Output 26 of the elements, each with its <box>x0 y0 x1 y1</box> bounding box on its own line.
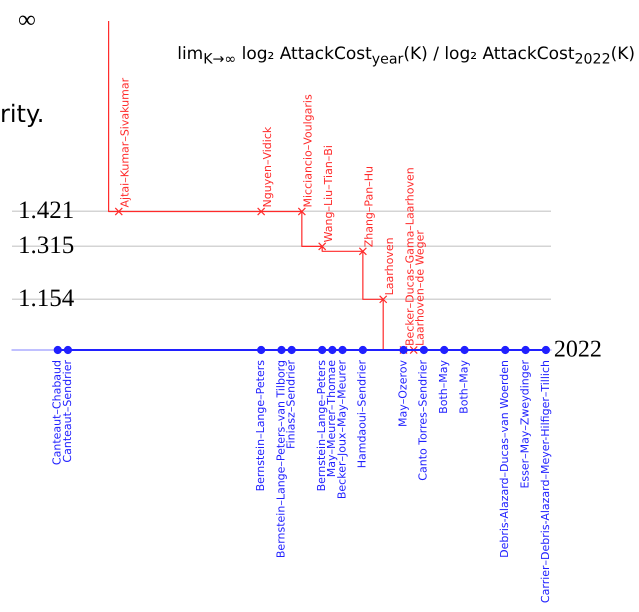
data-label: Esser–May–Zweydinger <box>518 360 532 489</box>
data-label: Both–May <box>457 360 470 414</box>
data-label: Ajtai–Kumar–Sivakumar <box>118 77 132 208</box>
data-label: Bernstein–Lange–Peters <box>254 360 268 492</box>
data-label: Carrier–Debris-Alazard–Meyer-Hilfiger–Tillich <box>538 360 552 604</box>
data-label: Laarhoven–de Weger <box>414 230 427 346</box>
data-label: Finiasz–Sendrier <box>284 360 298 449</box>
data-label: Both–May <box>437 360 450 414</box>
data-label: Debris-Alazard–Ducas–van Woerden <box>498 360 512 558</box>
y-tick-label: ∞ <box>18 6 36 34</box>
data-label: Bernstein–Lange–Peters–van Tilborg <box>274 360 288 558</box>
data-label: Hamdaoui–Sendrier <box>356 360 369 468</box>
data-label: Canto Torres–Sendrier <box>416 360 430 481</box>
series-label: 2022 <box>554 336 602 362</box>
data-label: Zhang–Pan–Hu <box>362 166 376 248</box>
data-label: Micciancio–Voulgaris <box>302 94 315 208</box>
data-label: Laarhoven <box>383 237 396 296</box>
data-label: May–Ozerov <box>396 360 410 427</box>
y-tick-label: 1.421 <box>18 197 74 224</box>
y-tick-label: 1.315 <box>18 232 74 259</box>
data-label: Becker–Ducas–Gama–Laarhoven <box>403 167 416 346</box>
data-label: Wang–Liu–Tian–Bi <box>322 145 336 242</box>
data-label: Nguyen–Vidick <box>261 126 274 208</box>
annotation: rity. <box>0 100 44 128</box>
y-tick-label: 1.154 <box>18 284 75 312</box>
text: lim$_{K→∞}$ log₂ AttackCost$_{year}$(K) / log₂ AttackCost$_{2022}$(K) <box>177 44 635 68</box>
